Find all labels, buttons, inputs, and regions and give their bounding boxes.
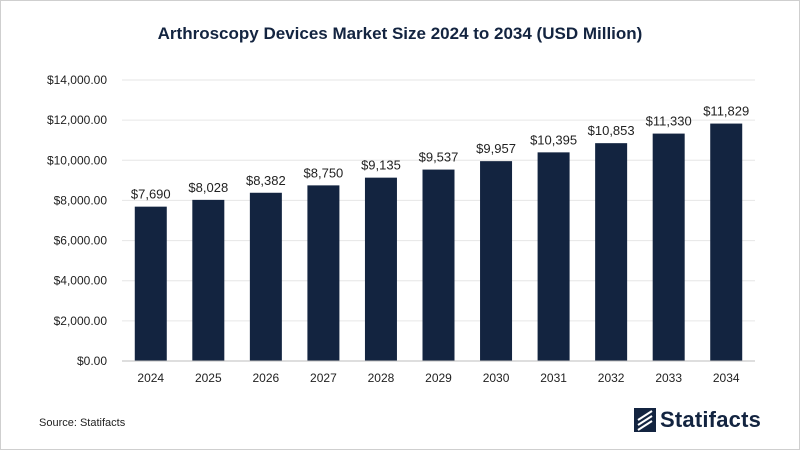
data-label: $9,957 [476, 141, 516, 156]
bar [480, 161, 513, 361]
bar [595, 143, 628, 361]
data-label: $10,395 [530, 132, 577, 147]
bar [307, 185, 340, 361]
bar [134, 206, 167, 361]
y-tick-label: $2,000.00 [54, 314, 108, 328]
bar [537, 152, 570, 361]
data-label: $7,690 [131, 187, 171, 202]
bar [364, 177, 397, 361]
x-tick-label: 2030 [483, 371, 510, 385]
chart-title: Arthroscopy Devices Market Size 2024 to … [157, 24, 643, 43]
data-label: $8,028 [188, 180, 228, 195]
brand-logo: Statifacts [634, 406, 761, 434]
statifacts-logo-icon [634, 408, 656, 432]
brand-name: Statifacts [660, 407, 762, 432]
x-tick-label: 2026 [253, 371, 280, 385]
x-tick-label: 2029 [425, 371, 452, 385]
data-label: $11,829 [703, 104, 749, 119]
x-tick-label: 2032 [598, 371, 625, 385]
y-tick-label: $4,000.00 [54, 274, 108, 288]
y-tick-label: $12,000.00 [47, 113, 107, 127]
data-label: $9,537 [419, 150, 459, 165]
x-tick-label: 2028 [368, 371, 395, 385]
y-tick-label: $8,000.00 [54, 193, 108, 207]
data-label: $8,382 [246, 173, 286, 188]
x-tick-label: 2027 [310, 371, 337, 385]
data-label: $11,330 [646, 114, 692, 129]
x-tick-label: 2033 [655, 371, 682, 385]
data-label: $8,750 [304, 165, 344, 180]
data-label: $10,853 [588, 123, 635, 138]
x-tick-label: 2025 [195, 371, 222, 385]
y-tick-label: $0.00 [77, 354, 107, 368]
y-tick-label: $10,000.00 [47, 153, 107, 167]
bar [249, 192, 282, 361]
y-tick-label: $6,000.00 [54, 234, 108, 248]
x-tick-label: 2031 [540, 371, 567, 385]
x-tick-label: 2024 [137, 371, 164, 385]
bar [652, 133, 685, 361]
bar [710, 123, 743, 361]
y-tick-label: $14,000.00 [47, 73, 107, 87]
data-label: $9,135 [361, 158, 401, 173]
source-note: Source: Statifacts [39, 417, 126, 429]
bar [192, 199, 225, 361]
bar [422, 169, 455, 361]
x-tick-label: 2034 [713, 371, 740, 385]
